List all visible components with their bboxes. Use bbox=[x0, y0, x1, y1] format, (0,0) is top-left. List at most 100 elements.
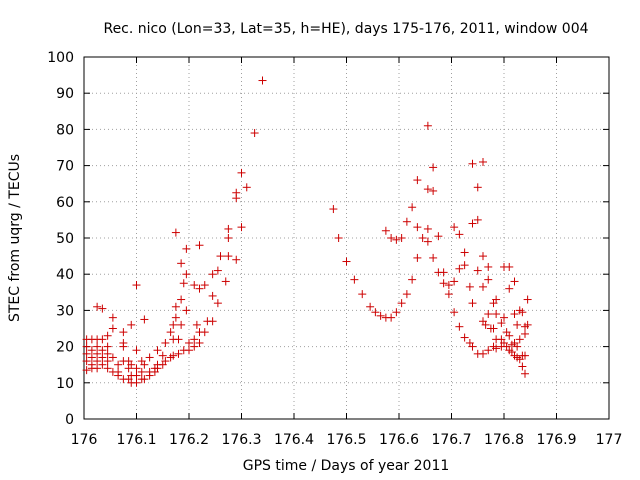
data-point bbox=[497, 319, 506, 328]
data-point bbox=[402, 217, 411, 226]
data-point bbox=[132, 281, 141, 290]
data-point bbox=[423, 121, 432, 130]
data-point bbox=[450, 308, 459, 317]
data-point bbox=[119, 328, 128, 337]
data-point bbox=[413, 176, 422, 185]
y-tick-label: 50 bbox=[56, 231, 74, 247]
data-point bbox=[460, 261, 469, 270]
data-point bbox=[434, 232, 443, 241]
data-point bbox=[190, 335, 199, 344]
data-point bbox=[481, 320, 490, 329]
y-tick-label: 70 bbox=[56, 159, 74, 175]
data-point bbox=[371, 308, 380, 317]
data-point bbox=[468, 159, 477, 168]
data-point bbox=[108, 313, 117, 322]
data-point bbox=[177, 320, 186, 329]
data-point bbox=[376, 311, 385, 320]
data-point bbox=[190, 281, 199, 290]
data-point bbox=[103, 342, 112, 351]
data-point bbox=[82, 366, 91, 375]
data-point bbox=[402, 290, 411, 299]
data-point bbox=[82, 357, 91, 366]
data-point bbox=[334, 234, 343, 242]
data-point bbox=[250, 129, 259, 138]
data-point bbox=[93, 349, 102, 358]
data-point bbox=[515, 335, 524, 344]
data-point bbox=[182, 306, 191, 315]
x-tick-labels: 176 176.1 176.2 176.3 176.4 176.5 176.6 176.7 17… bbox=[71, 432, 623, 448]
x-tick-label: 176.8 bbox=[484, 432, 524, 448]
data-point bbox=[177, 295, 186, 304]
data-point bbox=[429, 253, 438, 262]
data-point bbox=[392, 308, 401, 317]
y-axis-label: STEC from uqrg / TECUs bbox=[7, 154, 23, 322]
x-tick-label: 176.4 bbox=[274, 432, 314, 448]
data-point bbox=[492, 310, 501, 319]
data-point bbox=[366, 302, 375, 311]
data-point bbox=[177, 259, 186, 268]
data-point bbox=[473, 183, 482, 192]
data-point bbox=[98, 346, 107, 355]
data-point bbox=[492, 295, 501, 304]
data-point bbox=[473, 266, 482, 275]
data-point bbox=[518, 308, 527, 317]
data-point bbox=[87, 353, 96, 362]
x-axis-label: GPS time / Days of year 2011 bbox=[243, 458, 450, 474]
data-point bbox=[460, 248, 469, 257]
data-point bbox=[93, 302, 102, 311]
data-point bbox=[216, 252, 225, 261]
data-point bbox=[137, 367, 146, 376]
data-point bbox=[93, 357, 102, 366]
x-tick-label: 176.2 bbox=[169, 432, 209, 448]
x-tick-label: 176.1 bbox=[116, 432, 156, 448]
data-point bbox=[179, 279, 188, 288]
data-point bbox=[521, 369, 529, 378]
data-point bbox=[82, 342, 91, 351]
data-point bbox=[489, 324, 498, 333]
y-tick-label: 20 bbox=[56, 340, 74, 356]
data-point bbox=[132, 364, 141, 373]
data-point bbox=[429, 186, 438, 195]
data-point bbox=[468, 342, 477, 351]
data-point bbox=[103, 364, 112, 373]
x-tick-label: 176 bbox=[71, 432, 98, 448]
data-point bbox=[213, 266, 222, 275]
data-point bbox=[87, 346, 96, 355]
data-point bbox=[140, 315, 149, 324]
data-point bbox=[408, 203, 417, 212]
data-point bbox=[195, 241, 204, 250]
data-point bbox=[161, 357, 170, 366]
data-point bbox=[103, 331, 112, 340]
data-point bbox=[342, 257, 351, 266]
data-point bbox=[397, 234, 406, 242]
data-point bbox=[258, 76, 267, 85]
data-point bbox=[208, 291, 217, 300]
x-tick-label: 176.9 bbox=[536, 432, 576, 448]
data-point bbox=[98, 360, 107, 369]
data-point bbox=[513, 342, 522, 351]
data-point bbox=[455, 230, 464, 239]
data-point bbox=[208, 317, 217, 326]
data-point bbox=[127, 360, 136, 369]
data-point bbox=[387, 313, 396, 322]
data-point bbox=[98, 335, 107, 344]
data-point bbox=[521, 351, 529, 360]
data-point bbox=[479, 349, 487, 358]
grid-lines bbox=[84, 57, 609, 419]
data-point bbox=[505, 262, 514, 271]
data-point bbox=[103, 357, 112, 366]
data-point bbox=[242, 183, 251, 192]
data-point bbox=[381, 226, 390, 235]
data-points bbox=[82, 76, 532, 387]
data-point bbox=[450, 223, 459, 232]
data-point bbox=[195, 284, 204, 293]
data-point bbox=[132, 371, 141, 380]
data-point bbox=[439, 268, 448, 277]
data-point bbox=[387, 234, 396, 242]
data-point bbox=[153, 346, 162, 355]
y-tick-label: 0 bbox=[65, 412, 74, 428]
data-point bbox=[208, 270, 217, 279]
data-point bbox=[153, 364, 162, 373]
data-point bbox=[484, 346, 493, 355]
data-point bbox=[484, 310, 493, 319]
